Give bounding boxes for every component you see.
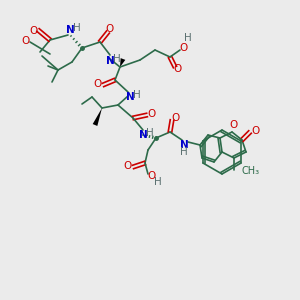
Text: H: H (133, 90, 141, 100)
Polygon shape (93, 108, 102, 126)
Text: H: H (184, 33, 192, 43)
Text: H: H (113, 54, 121, 64)
Text: O: O (173, 64, 181, 74)
Text: CH₃: CH₃ (241, 166, 259, 176)
Text: O: O (29, 26, 37, 36)
Text: H: H (73, 23, 81, 33)
Text: N: N (180, 140, 188, 150)
Text: O: O (94, 79, 102, 89)
Text: H: H (180, 147, 188, 157)
Text: H: H (154, 177, 162, 187)
Text: N: N (139, 130, 147, 140)
Text: N: N (66, 25, 74, 35)
Text: O: O (147, 109, 155, 119)
Text: O: O (229, 120, 237, 130)
Text: H: H (146, 128, 154, 138)
Text: N: N (106, 56, 114, 66)
Text: O: O (180, 43, 188, 53)
Text: O: O (251, 126, 259, 136)
Text: N: N (126, 92, 134, 102)
Text: O: O (106, 24, 114, 34)
Polygon shape (120, 58, 125, 67)
Text: O: O (124, 161, 132, 171)
Text: O: O (22, 36, 30, 46)
Text: O: O (148, 171, 156, 181)
Text: O: O (172, 113, 180, 123)
